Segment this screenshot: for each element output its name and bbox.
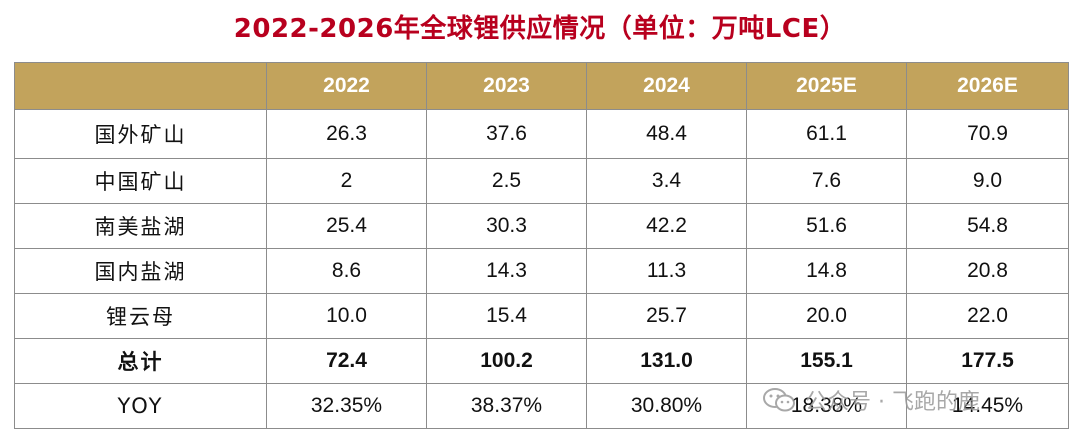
table-cell: 131.0 (586, 338, 747, 384)
row-label: YOY (14, 383, 267, 429)
table-row: 南美盐湖 25.4 30.3 42.2 51.6 54.8 (14, 203, 1069, 249)
table-row: 国外矿山 26.3 37.6 48.4 61.1 70.9 (14, 109, 1069, 159)
total-row: 总计 72.4 100.2 131.0 155.1 177.5 (14, 338, 1069, 384)
header-cell-2026e: 2026E (906, 62, 1069, 110)
table-cell: 30.80% (586, 383, 747, 429)
row-label: 国内盐湖 (14, 248, 267, 294)
watermark-text: 公众号 · 飞跑的鹿 (805, 390, 980, 415)
table-cell: 70.9 (906, 109, 1069, 159)
table-cell: 20.0 (746, 293, 907, 339)
table-cell: 26.3 (266, 109, 427, 159)
row-label: 中国矿山 (14, 158, 267, 204)
header-cell-2025e: 2025E (746, 62, 907, 110)
table-cell: 177.5 (906, 338, 1069, 384)
table-cell: 37.6 (426, 109, 587, 159)
table-cell: 14.45% (906, 383, 1069, 429)
table-cell: 32.35% (266, 383, 427, 429)
table-row: 国内盐湖 8.6 14.3 11.3 14.8 20.8 (14, 248, 1069, 294)
table-cell: 2 (266, 158, 427, 204)
table-cell: 100.2 (426, 338, 587, 384)
table-cell: 11.3 (586, 248, 747, 294)
yoy-row: YOY 32.35% 38.37% 30.80% 18.38% 14.45% (14, 383, 1069, 429)
table-cell: 2.5 (426, 158, 587, 204)
table-cell: 30.3 (426, 203, 587, 249)
header-cell-2024: 2024 (586, 62, 747, 110)
header-cell-2022: 2022 (266, 62, 427, 110)
lithium-supply-table: 2022 2023 2024 2025E 2026E 国外矿山 26.3 37.… (14, 62, 1069, 429)
table-cell: 42.2 (586, 203, 747, 249)
table-cell: 9.0 (906, 158, 1069, 204)
table-cell: 51.6 (746, 203, 907, 249)
page-title: 2022-2026年全球锂供应情况（单位：万吨LCE） (233, 14, 847, 44)
table-cell: 3.4 (586, 158, 747, 204)
row-label: 国外矿山 (14, 109, 267, 159)
wechat-icon (763, 387, 797, 413)
table-cell: 61.1 (746, 109, 907, 159)
table-cell: 72.4 (266, 338, 427, 384)
table-header-row: 2022 2023 2024 2025E 2026E (14, 62, 1069, 110)
table-cell: 14.3 (426, 248, 587, 294)
table-cell: 10.0 (266, 293, 427, 339)
watermark: 公众号 · 飞跑的鹿 (763, 384, 980, 416)
table-cell: 25.7 (586, 293, 747, 339)
table-cell: 38.37% (426, 383, 587, 429)
table-cell: 25.4 (266, 203, 427, 249)
table-cell: 155.1 (746, 338, 907, 384)
table-cell: 14.8 (746, 248, 907, 294)
table-row: 中国矿山 2 2.5 3.4 7.6 9.0 (14, 158, 1069, 204)
header-cell-2023: 2023 (426, 62, 587, 110)
table-row: 锂云母 10.0 15.4 25.7 20.0 22.0 (14, 293, 1069, 339)
row-label: 总计 (14, 338, 267, 384)
table-cell: 20.8 (906, 248, 1069, 294)
table-cell: 54.8 (906, 203, 1069, 249)
header-cell-empty (14, 62, 267, 110)
table-cell: 8.6 (266, 248, 427, 294)
table-cell: 7.6 (746, 158, 907, 204)
row-label: 锂云母 (14, 293, 267, 339)
table-cell: 22.0 (906, 293, 1069, 339)
table-cell: 15.4 (426, 293, 587, 339)
row-label: 南美盐湖 (14, 203, 267, 249)
table-cell: 48.4 (586, 109, 747, 159)
